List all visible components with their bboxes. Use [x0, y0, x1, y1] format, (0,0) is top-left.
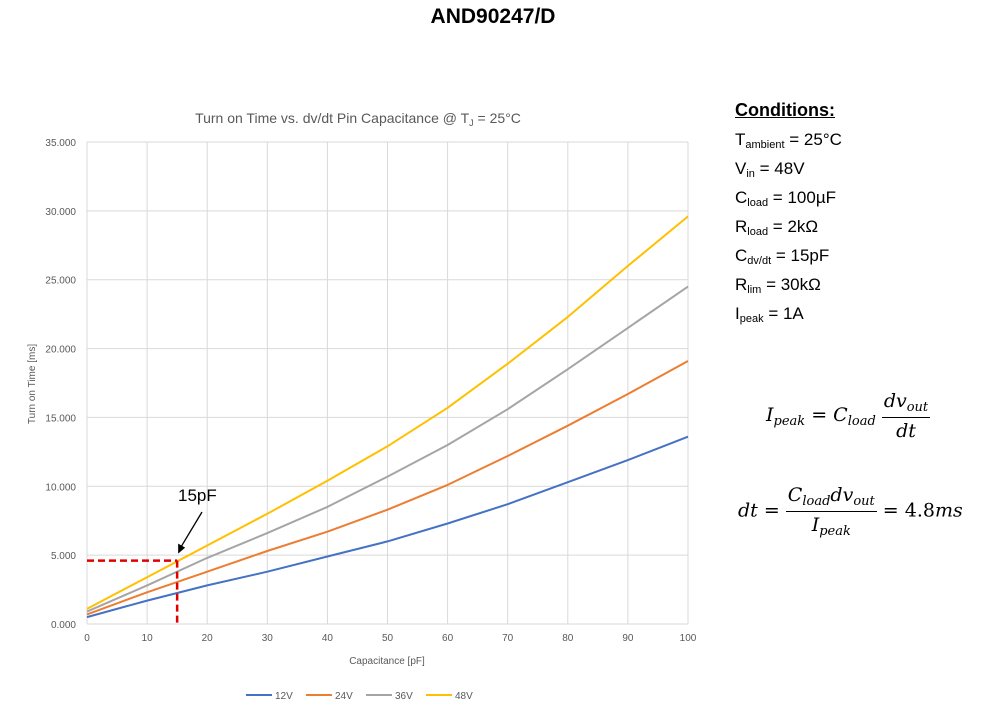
legend: 12V 24V 36V 48V — [246, 691, 473, 702]
x-tick-label: 90 — [622, 633, 634, 644]
series-lines — [86, 215, 689, 619]
condition-item: Cdv/dt = 15pF — [735, 246, 830, 267]
x-tick-label: 50 — [382, 633, 394, 644]
chart-title: Turn on Time vs. dv/dt Pin Capacitance @… — [195, 110, 521, 128]
y-axis-label: Turn on Time [ms] — [27, 344, 38, 424]
x-tick-label: 80 — [562, 633, 574, 644]
conditions-title: Conditions: — [735, 100, 835, 120]
legend-label: 36V — [395, 691, 413, 702]
x-tick-label: 70 — [502, 633, 514, 644]
x-tick-label: 20 — [202, 633, 214, 644]
condition-item: Tambient = 25°C — [735, 130, 842, 151]
x-tick-label: 10 — [142, 633, 154, 644]
y-tick-label: 35.000 — [45, 138, 76, 149]
legend-label: 12V — [275, 691, 293, 702]
series-line-48V — [86, 215, 689, 610]
x-tick-label: 100 — [680, 633, 697, 644]
condition-item: Rlim = 30kΩ — [735, 275, 821, 296]
y-tick-label: 0.000 — [51, 620, 76, 631]
x-tick-label: 30 — [262, 633, 274, 644]
y-tick-label: 10.000 — [45, 482, 76, 493]
legend-label: 48V — [455, 691, 473, 702]
equation-dt: dt = Cloaddvout Ipeak = 4.8ms — [738, 484, 963, 539]
annotation-arrow — [180, 511, 203, 547]
y-tick-label: 5.000 — [51, 551, 76, 562]
document-id: AND90247/D — [430, 5, 556, 28]
series-line-36V — [86, 285, 689, 613]
series-line-24V — [86, 360, 689, 616]
annotation: 15pF — [87, 486, 217, 624]
condition-item: Ipeak = 1A — [735, 304, 804, 325]
legend-label: 24V — [335, 691, 353, 702]
x-tick-label: 60 — [442, 633, 454, 644]
condition-item: Rload = 2kΩ — [735, 217, 819, 238]
y-tick-label: 30.000 — [45, 207, 76, 218]
y-tick-label: 25.000 — [45, 276, 76, 287]
condition-item: Cload = 100µF — [735, 188, 836, 209]
x-axis-ticks: 0 10 20 30 40 50 60 70 80 90 100 — [84, 633, 697, 644]
y-axis-ticks: 0.000 5.000 10.000 15.000 20.000 25.000 30.000… — [45, 138, 76, 631]
series-line-12V — [86, 435, 689, 619]
condition-item: Vin = 48V — [735, 159, 805, 180]
x-tick-label: 40 — [322, 633, 334, 644]
y-tick-label: 20.000 — [45, 345, 76, 356]
grid — [86, 141, 689, 625]
x-tick-label: 0 — [84, 633, 90, 644]
x-axis-label: Capacitance [pF] — [349, 656, 425, 667]
y-tick-label: 15.000 — [45, 413, 76, 424]
annotation-label: 15pF — [178, 486, 217, 505]
equation-ipeak: Ipeak = Cload dvout dt — [766, 390, 931, 442]
annotation-arrowhead — [178, 543, 186, 554]
